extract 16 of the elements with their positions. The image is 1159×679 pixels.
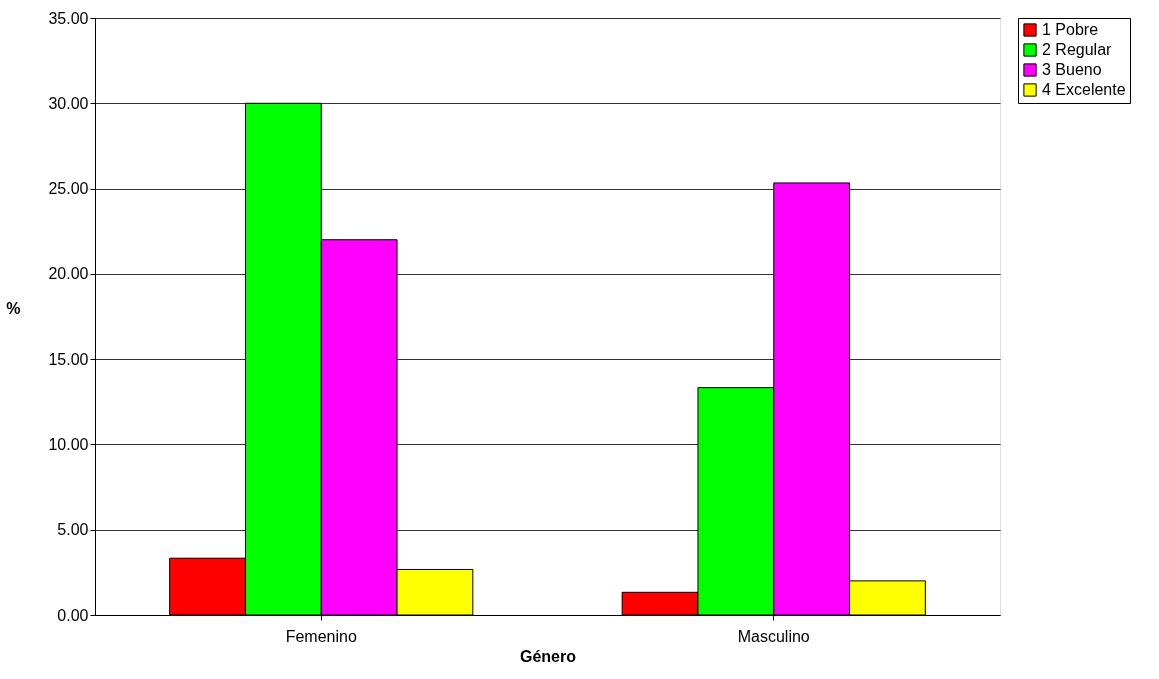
y-tick-label: 0.00 bbox=[57, 606, 89, 624]
y-tick-label: 20.00 bbox=[48, 265, 89, 283]
legend-label: 2 Regular bbox=[1042, 41, 1113, 58]
y-tick-label: 35.00 bbox=[48, 9, 89, 27]
y-axis-title: % bbox=[6, 300, 21, 317]
legend-label: 1 Pobre bbox=[1042, 21, 1099, 38]
y-tick-label: 10.00 bbox=[48, 435, 89, 453]
x-tick-label: Femenino bbox=[285, 627, 357, 645]
legend-label: 4 Excelente bbox=[1042, 81, 1126, 98]
y-tick-label: 5.00 bbox=[57, 521, 89, 539]
x-tick-label: Masculino bbox=[737, 627, 810, 645]
y-tick-label: 30.00 bbox=[48, 94, 89, 112]
legend-label: 3 Bueno bbox=[1042, 61, 1102, 78]
y-tick-label: 15.00 bbox=[48, 350, 89, 368]
y-tick-label: 25.00 bbox=[48, 180, 89, 198]
x-axis-title: Género bbox=[519, 647, 577, 665]
